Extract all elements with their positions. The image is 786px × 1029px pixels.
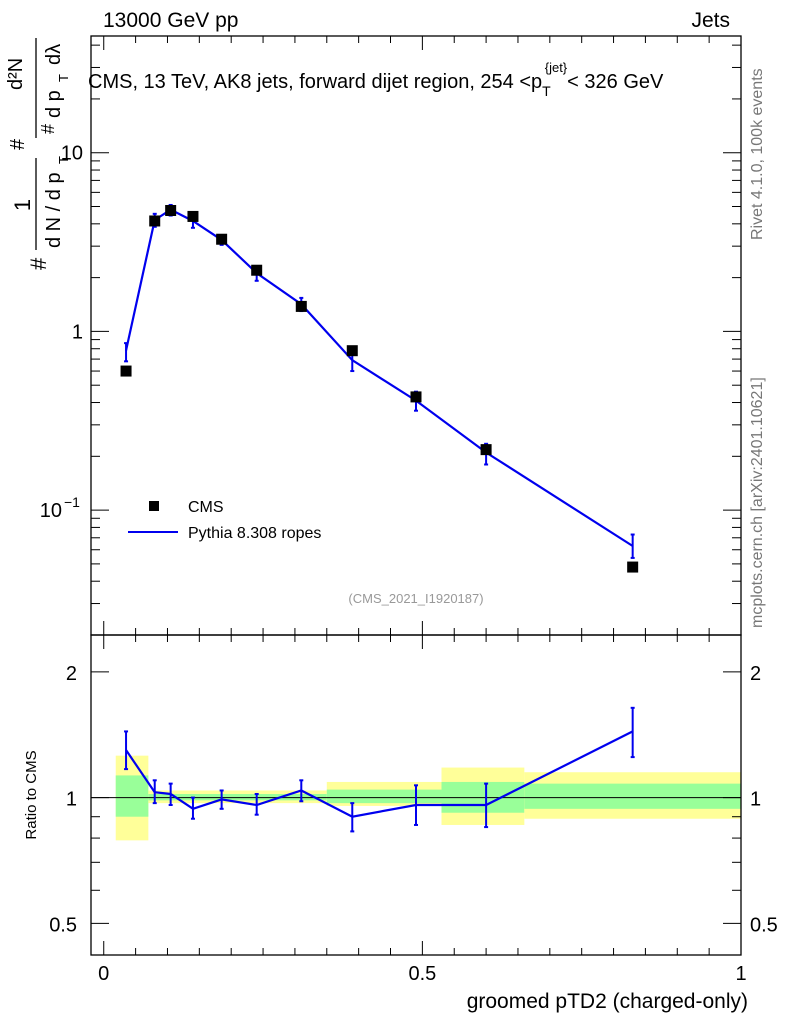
legend-pythia-label: Pythia 8.308 ropes — [188, 525, 321, 542]
ylabel-numerator: d²N — [5, 58, 27, 90]
ylabel-lambda: dλ — [43, 44, 65, 65]
plot-title: CMS, 13 TeV, AK8 jets, forward dijet reg… — [88, 60, 664, 99]
ratio-uncertainty-bands — [91, 755, 741, 841]
mcplots-label: mcplots.cern.ch [arXiv:2401.10621] — [749, 377, 766, 628]
cms-data-point — [216, 233, 228, 245]
plot-title-sup: {jet} — [545, 60, 568, 75]
plot-title-suffix: < 326 GeV — [567, 71, 664, 93]
x-tick-label: 1 — [735, 963, 746, 985]
ylabel-denominator-T: T — [56, 156, 71, 164]
x-axis-label: groomed pTD2 (charged-only) — [467, 990, 748, 1013]
main-y-tick-label: 1 — [72, 321, 83, 343]
analysis-watermark: (CMS_2021_I1920187) — [348, 591, 483, 606]
ratio-plot-frame — [90, 634, 742, 956]
ylabel-denominator-2: d p — [43, 90, 65, 118]
ylabel-hash-2: # — [7, 138, 29, 150]
cms-data-point — [410, 391, 422, 403]
ratio-band-inner — [326, 789, 442, 804]
x-tick-label: 0 — [98, 963, 109, 985]
cms-data-point — [120, 365, 132, 377]
header-left: 13000 GeV pp — [103, 9, 238, 32]
cms-data-point — [149, 215, 161, 227]
ratio-y-tick-label-right: 0.5 — [750, 914, 778, 936]
legend-cms-marker — [149, 501, 159, 511]
ylabel-hash-3: # — [38, 124, 58, 134]
main-y-tick-label: 10 — [61, 143, 83, 165]
cms-data-point — [346, 345, 358, 357]
main-y-axis-label: # 1 d N / d p T # d²N # d p T dλ — [5, 38, 71, 270]
ratio-y-tick-label-left: 2 — [66, 663, 77, 685]
cms-data-point — [295, 300, 307, 312]
cms-data-point — [251, 264, 263, 276]
cms-data-point — [627, 561, 639, 573]
pythia-line — [124, 208, 634, 547]
cms-data-point — [480, 444, 492, 456]
legend: CMS Pythia 8.308 ropes — [128, 499, 321, 542]
plot-title-sub: T — [542, 83, 551, 99]
ratio-y-axis-label: Ratio to CMS — [23, 750, 40, 839]
legend-cms-label: CMS — [188, 499, 224, 516]
ratio-y-tick-label-left: 1 — [66, 789, 77, 811]
main-y-tick-label: 10 — [40, 500, 62, 522]
cms-data-point — [165, 204, 177, 216]
header-right: Jets — [691, 9, 730, 32]
main-frame-rect — [90, 35, 742, 636]
ratio-plot-data — [124, 706, 635, 833]
ylabel-hash-1: # — [26, 257, 51, 270]
ratio-frame-rect — [90, 634, 742, 956]
ratio-axis-ticks: 2 2 1 1 0.5 0.5 0 0.5 1 — [49, 635, 778, 985]
ylabel-one: 1 — [10, 199, 35, 211]
main-y-tick-exponent: −1 — [64, 494, 80, 510]
ratio-y-tick-label-left: 0.5 — [49, 914, 77, 936]
ratio-y-tick-label-right: 1 — [750, 789, 761, 811]
ratio-y-tick-label-right: 2 — [750, 663, 761, 685]
rivet-label: Rivet 4.1.0, 100k events — [749, 68, 766, 240]
ylabel-denominator: d N / d p — [43, 172, 65, 248]
ylabel-denominator-2-T: T — [56, 74, 71, 82]
ratio-band-inner — [524, 783, 741, 809]
x-tick-label: 0.5 — [408, 963, 436, 985]
main-plot-data — [120, 203, 639, 573]
main-plot-frame — [90, 35, 742, 636]
ratio-band-inner — [115, 775, 149, 817]
cms-data-point — [187, 210, 199, 222]
plot-title-prefix: CMS, 13 TeV, AK8 jets, forward dijet reg… — [88, 71, 542, 93]
